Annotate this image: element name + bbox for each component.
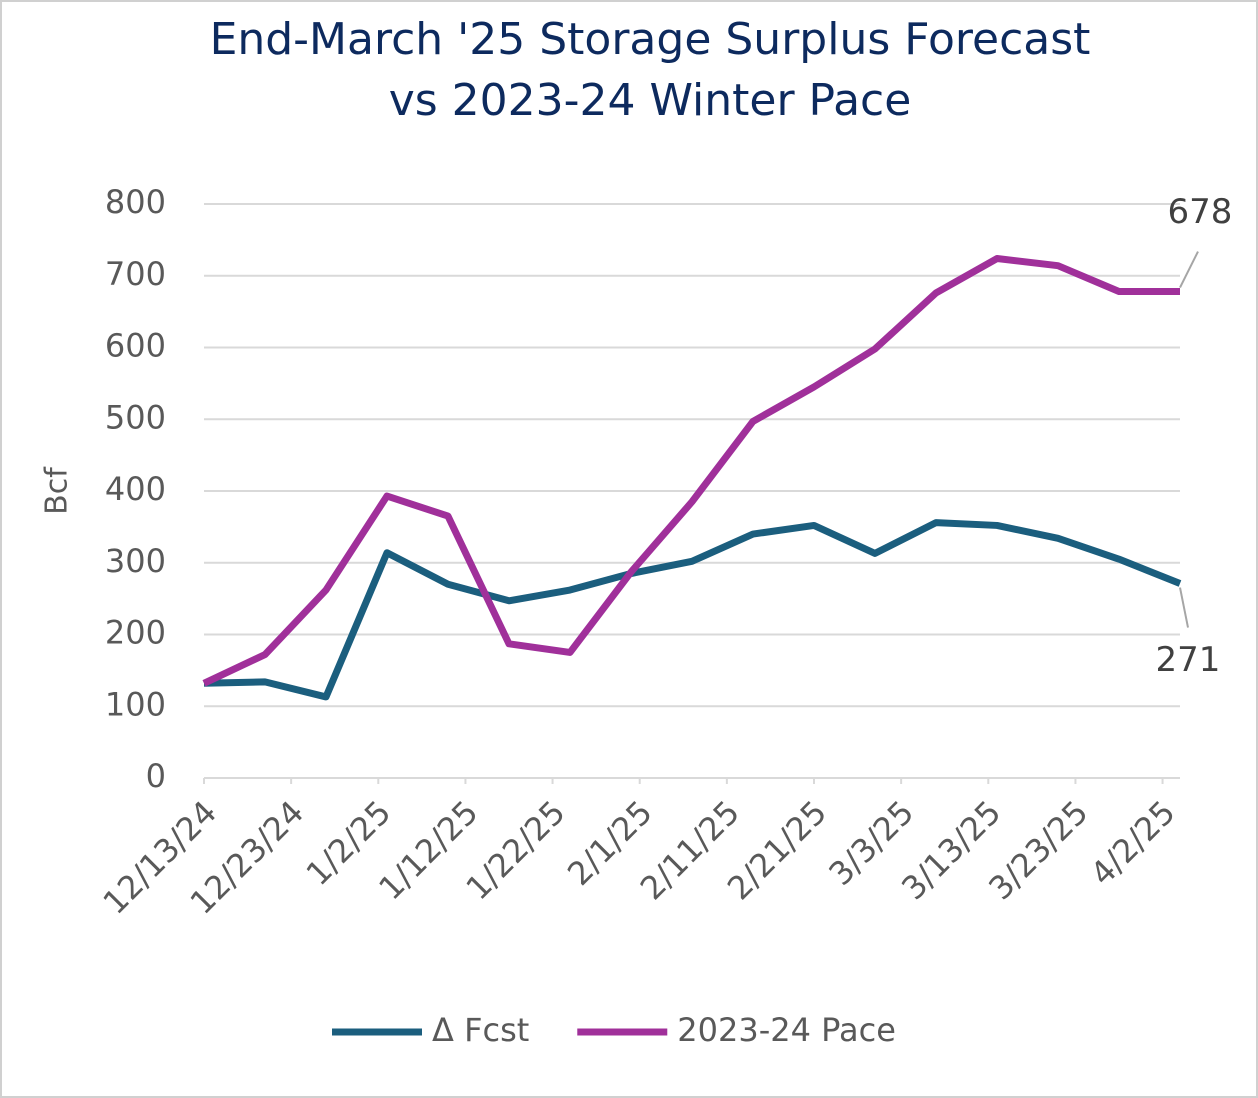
y-tick-label: 600 xyxy=(105,327,166,365)
series-line xyxy=(203,519,1182,701)
y-tick-label: 0 xyxy=(146,757,166,795)
chart-title: End-March '25 Storage Surplus Forecast xyxy=(210,14,1091,65)
y-tick-label: 100 xyxy=(105,685,166,723)
legend-label: 2023-24 Pace xyxy=(677,1011,896,1049)
y-tick-label: 200 xyxy=(105,614,166,652)
legend-label: Δ Fcst xyxy=(432,1011,529,1049)
series-line xyxy=(202,255,1180,687)
y-tick-label: 700 xyxy=(105,255,166,293)
leader-line xyxy=(1179,587,1189,628)
y-tick-label: 300 xyxy=(105,542,166,580)
data-label: 678 xyxy=(1168,192,1233,232)
y-tick-label: 800 xyxy=(105,183,166,221)
y-axis-title: Bcf xyxy=(40,466,75,515)
y-tick-label: 500 xyxy=(105,398,166,436)
chart-subtitle: vs 2023-24 Winter Pace xyxy=(389,75,912,126)
leader-line xyxy=(1179,251,1199,288)
data-label: 271 xyxy=(1156,640,1221,680)
y-tick-label: 400 xyxy=(105,470,166,508)
